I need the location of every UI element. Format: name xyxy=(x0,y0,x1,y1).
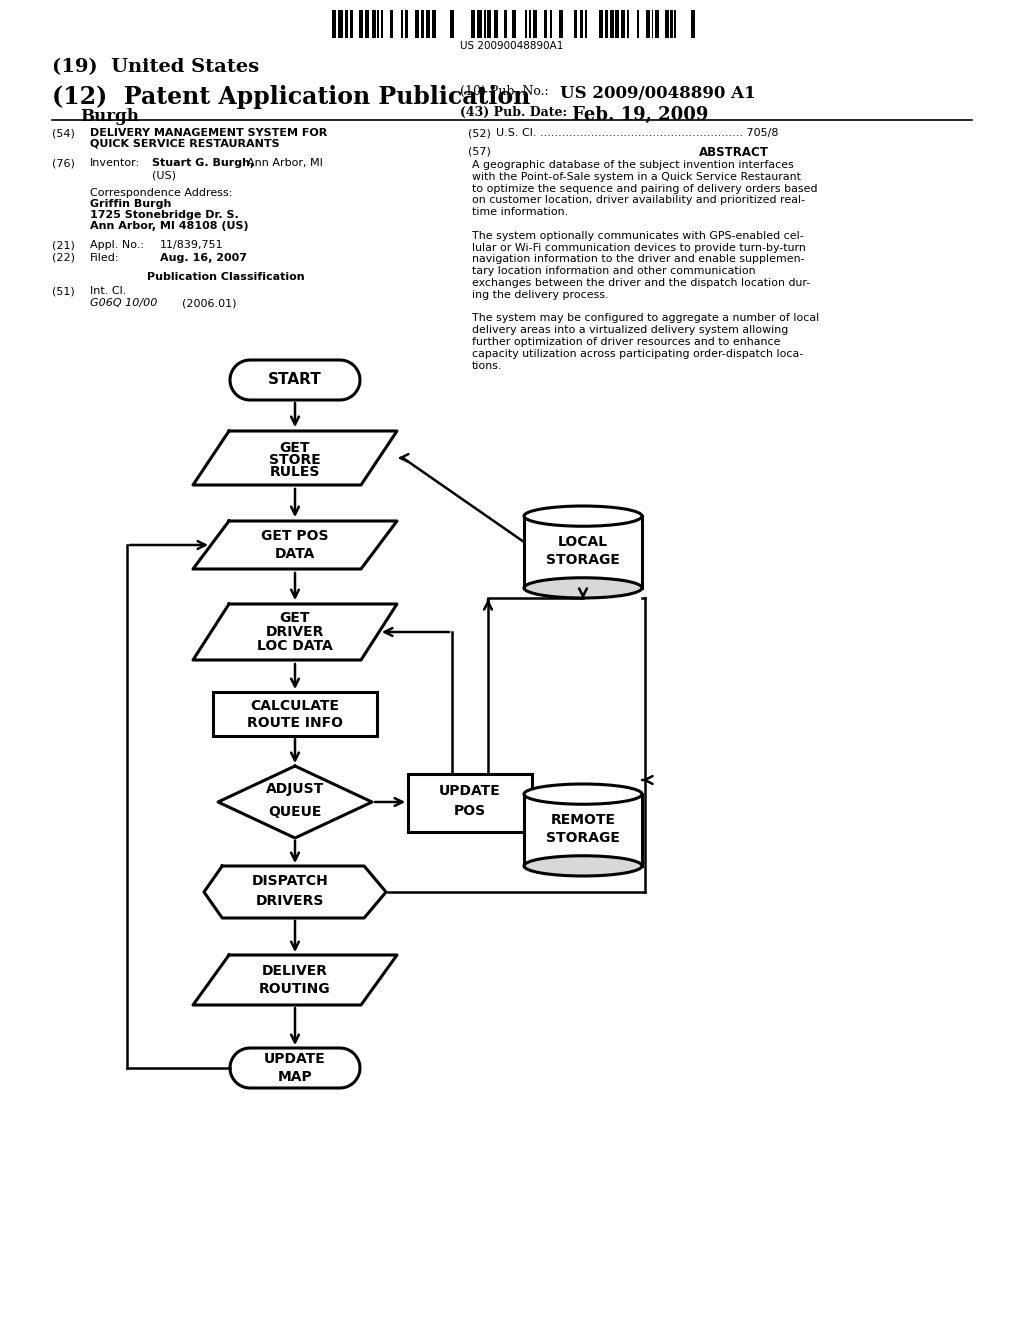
Text: START: START xyxy=(268,372,322,388)
Text: (12)  Patent Application Publication: (12) Patent Application Publication xyxy=(52,84,530,110)
Text: Burgh: Burgh xyxy=(80,108,139,125)
Polygon shape xyxy=(193,521,397,569)
Text: ing the delivery process.: ing the delivery process. xyxy=(472,290,608,300)
Text: capacity utilization across participating order-dispatch loca-: capacity utilization across participatin… xyxy=(472,348,803,359)
Text: Int. Cl.: Int. Cl. xyxy=(90,286,126,296)
Text: (10) Pub. No.:: (10) Pub. No.: xyxy=(460,84,549,98)
Text: (52): (52) xyxy=(468,128,490,139)
Text: STORAGE: STORAGE xyxy=(546,832,620,845)
Text: Aug. 16, 2007: Aug. 16, 2007 xyxy=(160,253,247,263)
Ellipse shape xyxy=(524,784,642,804)
Polygon shape xyxy=(218,766,372,838)
Text: DRIVER: DRIVER xyxy=(266,624,325,639)
Text: REMOTE: REMOTE xyxy=(551,813,615,828)
Text: delivery areas into a virtualized delivery system allowing: delivery areas into a virtualized delive… xyxy=(472,325,788,335)
Text: GET POS: GET POS xyxy=(261,529,329,543)
Text: (2006.01): (2006.01) xyxy=(182,298,237,308)
Text: exchanges between the driver and the dispatch location dur-: exchanges between the driver and the dis… xyxy=(472,279,810,288)
Text: Publication Classification: Publication Classification xyxy=(147,272,304,282)
Text: Griffin Burgh: Griffin Burgh xyxy=(90,199,171,209)
Text: 11/839,751: 11/839,751 xyxy=(160,240,223,249)
Polygon shape xyxy=(193,954,397,1005)
Text: Feb. 19, 2009: Feb. 19, 2009 xyxy=(572,106,709,124)
Polygon shape xyxy=(193,605,397,660)
Ellipse shape xyxy=(524,855,642,876)
Text: ROUTE INFO: ROUTE INFO xyxy=(247,715,343,730)
Text: further optimization of driver resources and to enhance: further optimization of driver resources… xyxy=(472,337,780,347)
Text: on customer location, driver availability and prioritized real-: on customer location, driver availabilit… xyxy=(472,195,805,206)
Text: ADJUST: ADJUST xyxy=(266,781,325,796)
Text: (21): (21) xyxy=(52,240,75,249)
Text: Ann Arbor, MI: Ann Arbor, MI xyxy=(247,158,323,168)
Text: DRIVERS: DRIVERS xyxy=(256,894,325,908)
Text: LOC DATA: LOC DATA xyxy=(257,639,333,653)
Text: MAP: MAP xyxy=(278,1071,312,1084)
Text: US 20090048890A1: US 20090048890A1 xyxy=(461,41,563,51)
Text: (54): (54) xyxy=(52,128,75,139)
Text: The system optionally communicates with GPS-enabled cel-: The system optionally communicates with … xyxy=(472,231,804,240)
Ellipse shape xyxy=(524,578,642,598)
Text: STORE: STORE xyxy=(269,453,321,467)
Text: (76): (76) xyxy=(52,158,75,168)
Text: GET: GET xyxy=(280,441,310,455)
Text: (US): (US) xyxy=(152,170,176,180)
Text: POS: POS xyxy=(454,804,486,818)
Text: (19)  United States: (19) United States xyxy=(52,58,259,77)
Text: tions.: tions. xyxy=(472,360,503,371)
Text: (51): (51) xyxy=(52,286,75,296)
Text: CALCULATE: CALCULATE xyxy=(251,700,340,713)
Text: U.S. Cl. ........................................................ 705/8: U.S. Cl. ...............................… xyxy=(496,128,778,139)
Text: ROUTING: ROUTING xyxy=(259,982,331,997)
Text: with the Point-of-Sale system in a Quick Service Restaurant: with the Point-of-Sale system in a Quick… xyxy=(472,172,801,182)
Text: Correspondence Address:: Correspondence Address: xyxy=(90,187,232,198)
Text: GET: GET xyxy=(280,611,310,624)
Text: RULES: RULES xyxy=(269,465,321,479)
PathPatch shape xyxy=(230,360,360,400)
Bar xyxy=(524,516,642,587)
Text: DISPATCH: DISPATCH xyxy=(252,874,329,888)
Text: Ann Arbor, MI 48108 (US): Ann Arbor, MI 48108 (US) xyxy=(90,220,249,231)
Text: QUEUE: QUEUE xyxy=(268,805,322,818)
Text: G06Q 10/00: G06Q 10/00 xyxy=(90,298,158,308)
Text: (57): (57) xyxy=(468,147,490,156)
Bar xyxy=(213,692,377,737)
Text: navigation information to the driver and enable supplemen-: navigation information to the driver and… xyxy=(472,255,805,264)
Text: Appl. No.:: Appl. No.: xyxy=(90,240,144,249)
Text: QUICK SERVICE RESTAURANTS: QUICK SERVICE RESTAURANTS xyxy=(90,139,280,149)
Text: Inventor:: Inventor: xyxy=(90,158,140,168)
Text: A geographic database of the subject invention interfaces: A geographic database of the subject inv… xyxy=(472,160,794,170)
Text: DATA: DATA xyxy=(274,546,315,561)
Polygon shape xyxy=(193,432,397,484)
Text: DELIVER: DELIVER xyxy=(262,964,328,978)
Text: Filed:: Filed: xyxy=(90,253,120,263)
Text: The system may be configured to aggregate a number of local: The system may be configured to aggregat… xyxy=(472,313,819,323)
Text: lular or Wi-Fi communication devices to provide turn-by-turn: lular or Wi-Fi communication devices to … xyxy=(472,243,806,252)
Text: UPDATE: UPDATE xyxy=(439,784,501,799)
Bar xyxy=(408,774,532,832)
Text: Stuart G. Burgh,: Stuart G. Burgh, xyxy=(152,158,254,168)
Text: time information.: time information. xyxy=(472,207,568,218)
Text: ABSTRACT: ABSTRACT xyxy=(699,147,769,158)
Text: LOCAL: LOCAL xyxy=(558,535,608,549)
Text: UPDATE: UPDATE xyxy=(264,1052,326,1067)
Text: (43) Pub. Date:: (43) Pub. Date: xyxy=(460,106,567,119)
Text: to optimize the sequence and pairing of delivery orders based: to optimize the sequence and pairing of … xyxy=(472,183,817,194)
Ellipse shape xyxy=(524,506,642,527)
Text: (22): (22) xyxy=(52,253,75,263)
Bar xyxy=(524,795,642,866)
Text: 1725 Stonebridge Dr. S.: 1725 Stonebridge Dr. S. xyxy=(90,210,239,220)
Text: US 2009/0048890 A1: US 2009/0048890 A1 xyxy=(560,84,756,102)
PathPatch shape xyxy=(230,1048,360,1088)
Text: STORAGE: STORAGE xyxy=(546,553,620,568)
Text: DELIVERY MANAGEMENT SYSTEM FOR: DELIVERY MANAGEMENT SYSTEM FOR xyxy=(90,128,328,139)
Polygon shape xyxy=(204,866,386,917)
Text: tary location information and other communication: tary location information and other comm… xyxy=(472,267,756,276)
